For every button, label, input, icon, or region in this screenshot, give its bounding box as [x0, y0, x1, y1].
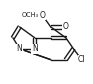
Text: OCH₃: OCH₃ — [21, 12, 38, 18]
Text: N: N — [32, 44, 38, 53]
Text: Cl: Cl — [78, 55, 86, 64]
Text: O: O — [39, 11, 45, 20]
Text: N: N — [17, 44, 23, 53]
Text: O: O — [63, 22, 69, 31]
